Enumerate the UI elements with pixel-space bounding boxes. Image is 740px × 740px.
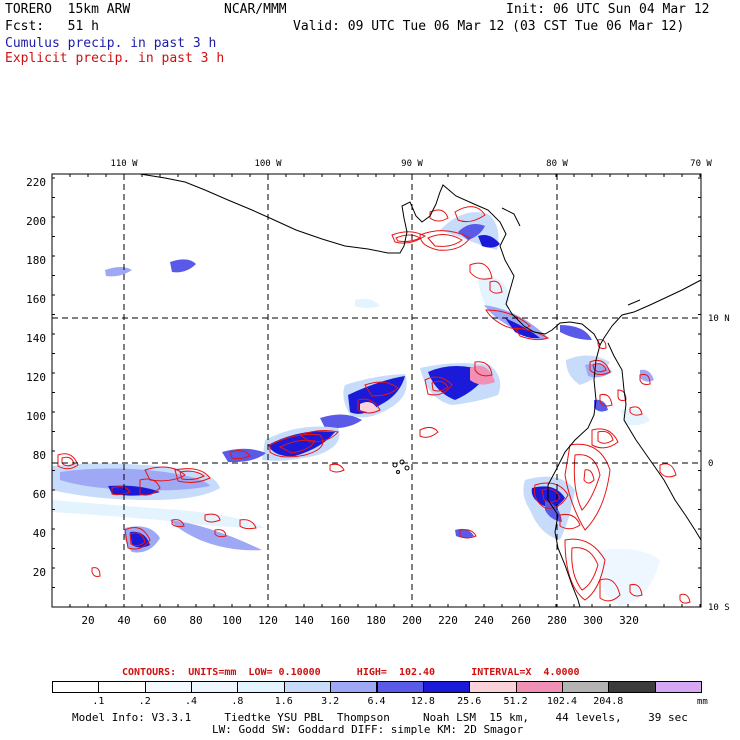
x-tick-label: 160: [330, 614, 350, 627]
color-scale-cell: [283, 681, 332, 693]
longitude-labels: 110 W 100 W 90 W 80 W 70 W: [110, 159, 712, 169]
color-scale-cell: [191, 681, 239, 693]
color-scale-units: mm: [697, 697, 708, 707]
y-tick-label: 120: [26, 371, 46, 384]
color-scale-cell: [98, 681, 146, 693]
lon-label: 80 W: [546, 159, 568, 169]
x-tick-label: 120: [258, 614, 278, 627]
galapagos-islands: [392, 459, 410, 474]
color-scale-cell: [237, 681, 285, 693]
x-tick-label: 20: [81, 614, 94, 627]
color-scale-label: 12.8: [410, 696, 435, 707]
physics-info: LW: Godd SW: Goddard DIFF: simple KM: 2D…: [212, 723, 524, 736]
color-scale-cell: [144, 681, 193, 693]
y-tick-labels: 20 40 60 80 100 120 140 160 180 200 220: [26, 176, 46, 579]
color-scale-label: 25.6: [457, 696, 482, 707]
color-scale-label: 1.6: [274, 696, 293, 707]
explicit-field-label: Explicit precip. in past 3 h: [5, 51, 225, 66]
contours-info: CONTOURS: UNITS=mm LOW= 0.10000 HIGH= 10…: [122, 667, 580, 678]
color-scale-label: .2: [138, 696, 151, 707]
y-tick-label: 80: [33, 449, 46, 462]
color-scale-cell: [608, 681, 656, 693]
lat-label: 10 N: [708, 314, 730, 324]
color-scale-cell: [515, 681, 563, 693]
y-tick-label: 40: [33, 527, 46, 540]
color-scale-label: .4: [185, 696, 198, 707]
latitude-labels: 10 N 0 10 S: [708, 314, 730, 613]
lon-label: 110 W: [110, 159, 138, 169]
lon-label: 100 W: [254, 159, 282, 169]
model-info: Model Info: V3.3.1 Tiedtke YSU PBL Thomp…: [72, 711, 688, 724]
x-tick-label: 80: [189, 614, 202, 627]
axis-ticks: [51, 174, 701, 608]
x-tick-labels: 20 40 60 80 100 120 140 160 180 200 220 …: [81, 614, 639, 627]
cumulus-field-label: Cumulus precip. in past 3 h: [5, 36, 217, 51]
lat-lon-grid: [52, 174, 701, 607]
lat-label: 10 S: [708, 603, 730, 613]
explicit-precip-contours: [57, 206, 691, 604]
init-time: Init: 06 UTC Sun 04 Mar 12: [506, 2, 710, 17]
forecast-hour: Fcst: 51 h: [5, 19, 99, 34]
x-tick-label: 240: [474, 614, 494, 627]
x-tick-label: 220: [438, 614, 458, 627]
color-scale-cell: [422, 681, 471, 693]
color-scale-label: 6.4: [367, 696, 386, 707]
color-scale-cell: [376, 681, 424, 693]
color-scale-label: 102.4: [546, 696, 577, 707]
color-scale-label: .8: [231, 696, 244, 707]
color-scale-cell: [654, 681, 702, 693]
lon-label: 70 W: [690, 159, 712, 169]
model-title: TORERO 15km ARW: [5, 2, 131, 17]
y-tick-label: 160: [26, 293, 46, 306]
lat-label: 0: [708, 459, 713, 469]
y-tick-label: 140: [26, 332, 46, 345]
x-tick-label: 280: [547, 614, 567, 627]
x-tick-label: 180: [366, 614, 386, 627]
y-tick-label: 60: [33, 488, 46, 501]
valid-time: Valid: 09 UTC Tue 06 Mar 12 (03 CST Tue …: [293, 19, 685, 34]
organization-label: NCAR/MMM: [224, 2, 287, 17]
precip-map: 110 W 100 W 90 W 80 W 70 W 10 N 0 10 S 2…: [26, 159, 730, 627]
x-tick-label: 60: [153, 614, 166, 627]
color-scale-label: 204.8: [593, 696, 624, 707]
x-tick-label: 40: [117, 614, 130, 627]
color-scale-cell: [469, 681, 517, 693]
color-scale-cell: [561, 681, 610, 693]
color-scale-label: 51.2: [503, 696, 528, 707]
y-tick-label: 180: [26, 254, 46, 267]
x-tick-label: 200: [402, 614, 422, 627]
x-tick-label: 260: [511, 614, 531, 627]
lon-label: 90 W: [401, 159, 423, 169]
y-tick-label: 20: [33, 566, 46, 579]
x-tick-label: 140: [294, 614, 314, 627]
color-scale-cell: [52, 681, 100, 693]
color-scale-label: .1: [92, 696, 105, 707]
coastlines: [139, 174, 701, 607]
y-tick-label: 100: [26, 410, 46, 423]
y-tick-label: 220: [26, 176, 46, 189]
x-tick-label: 100: [222, 614, 242, 627]
x-tick-label: 320: [619, 614, 639, 627]
y-tick-label: 200: [26, 215, 46, 228]
color-scale-label: 3.2: [321, 696, 340, 707]
x-tick-label: 300: [583, 614, 603, 627]
color-scale-cell: [330, 681, 378, 693]
